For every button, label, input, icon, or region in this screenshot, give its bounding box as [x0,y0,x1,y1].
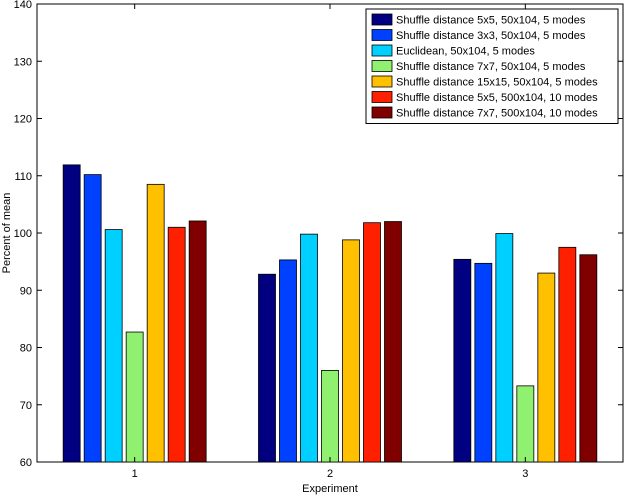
axes-layer: 60 70 80 90 100 110 120 130 140 1 2 3 [14,0,623,480]
bar-series-7-exp-3 [579,254,598,463]
y-tick-label: 80 [20,343,32,355]
bar-series-7-exp-2 [384,221,402,463]
y-axis-title: Percent of mean [1,193,13,274]
legend-swatch [371,29,393,41]
bar-series-6-exp-2 [363,222,381,463]
bar-series-1-exp-2 [258,273,276,463]
legend-entry-label: Shuffle distance 7x7, 500x104, 10 modes [396,108,598,120]
y-tick-label: 130 [14,56,32,68]
legend-swatch [371,44,393,57]
x-tick-label: 3 [522,468,528,480]
bar-series-1-exp-3 [453,258,472,463]
bar-series-5-exp-2 [342,239,360,463]
y-tick-label: 120 [14,114,32,126]
y-tick-label: 100 [14,228,32,240]
bar-series-3-exp-3 [495,233,514,463]
bar-series-2-exp-2 [279,259,297,463]
y-tick-label: 70 [20,400,32,412]
bars-layer [62,164,598,463]
bar-series-4-exp-3 [516,385,535,463]
x-tick-label: 1 [132,468,138,480]
bar-series-4-exp-2 [321,369,339,463]
y-tick-label: 90 [20,285,32,297]
legend-entry-label: Shuffle distance 5x5, 50x104, 5 modes [396,15,586,27]
legend-swatch [371,13,393,26]
bar-series-7-exp-1 [188,220,207,463]
bar-series-1-exp-1 [62,164,81,463]
bar-series-3-exp-2 [300,233,318,463]
bar-series-6-exp-3 [558,246,577,463]
bar-series-6-exp-1 [167,226,186,463]
bar-series-2-exp-1 [83,174,102,463]
y-tick-label: 60 [20,457,32,469]
legend-swatch [371,91,393,103]
legend-entry-label: Euclidean, 50x104, 5 modes [396,46,535,58]
legend-entry-label: Shuffle distance 3x3, 50x104, 5 modes [396,30,586,42]
legend-swatch [371,106,393,119]
legend-box [365,8,619,124]
legend-swatch [371,75,393,88]
x-axis-title: Experiment [302,483,358,495]
y-tick-label: 140 [14,0,32,11]
bar-series-2-exp-3 [474,262,493,463]
bar-series-5-exp-1 [146,183,165,463]
legend-swatch [371,60,393,72]
legend-entry-label: Shuffle distance 7x7, 50x104, 5 modes [396,61,586,73]
bar-series-4-exp-1 [125,331,144,463]
x-tick-label: 2 [327,468,333,480]
legend-entry-label: Shuffle distance 15x15, 50x104, 5 modes [396,77,598,89]
y-tick-label: 110 [14,171,32,183]
legend: Shuffle distance 5x5, 50x104, 5 modes Shu… [365,8,619,124]
legend-entry-label: Shuffle distance 5x5, 500x104, 10 modes [396,92,598,104]
bar-series-3-exp-1 [104,229,123,463]
bar-series-5-exp-3 [537,272,556,463]
